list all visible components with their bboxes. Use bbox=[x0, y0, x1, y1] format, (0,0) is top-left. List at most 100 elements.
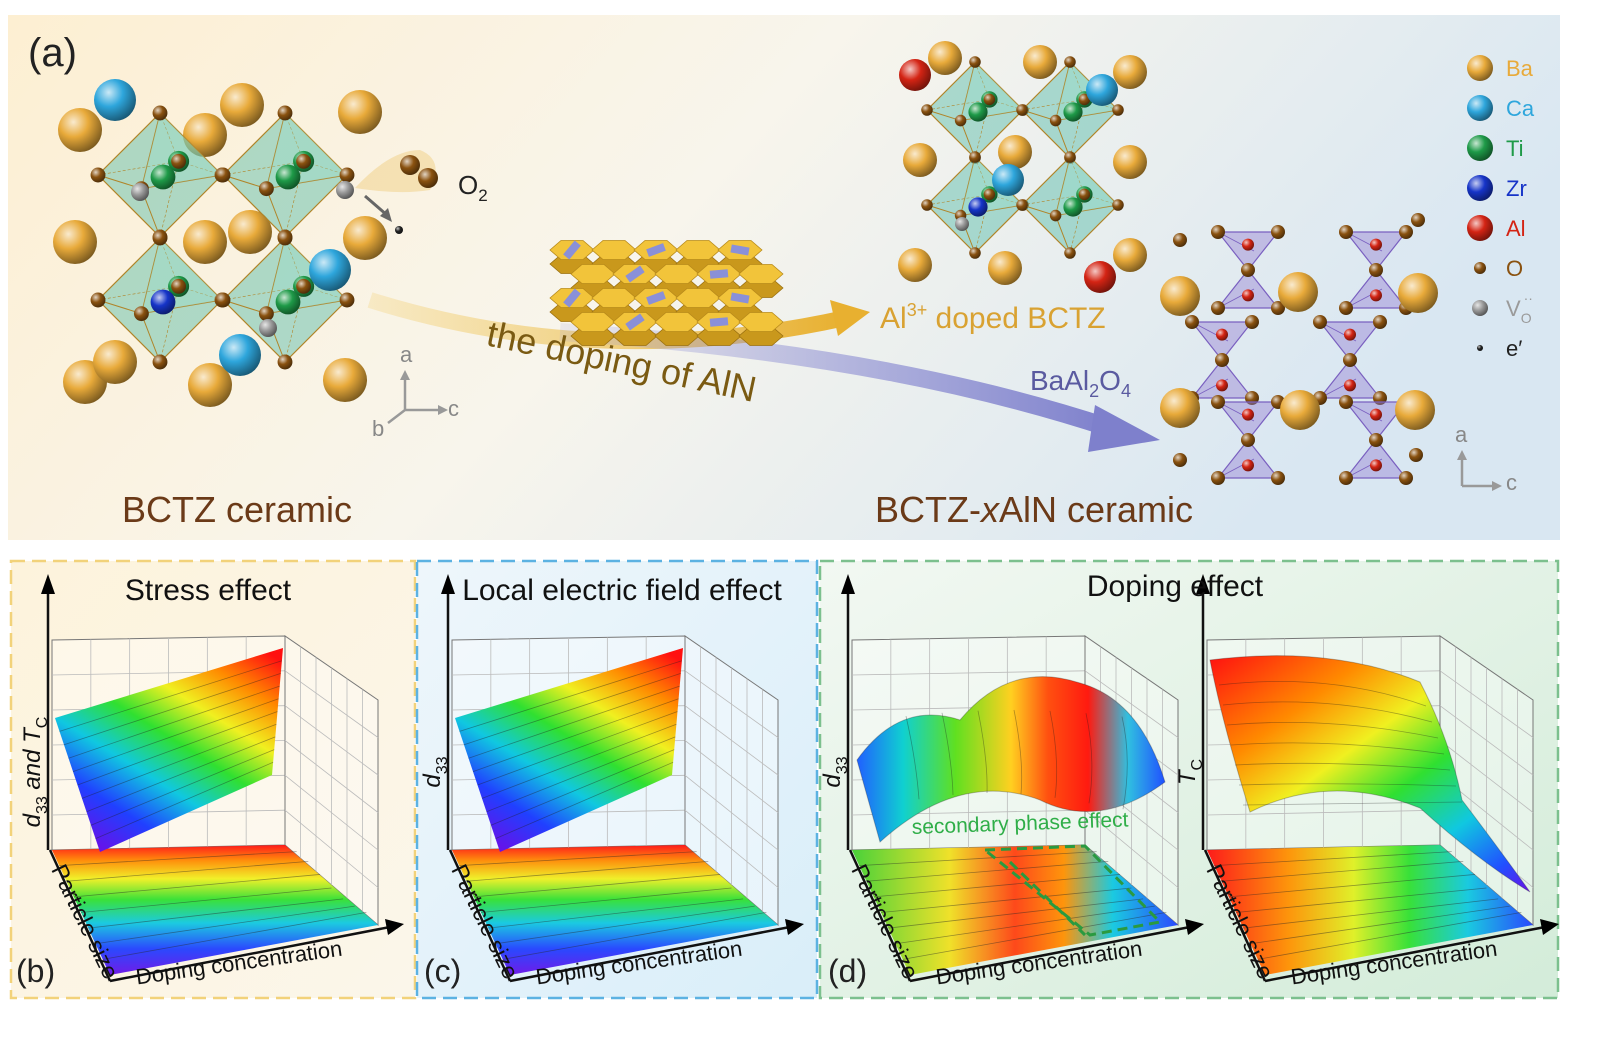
atom bbox=[1216, 379, 1228, 392]
bond bbox=[926, 194, 990, 206]
surface bbox=[856, 676, 1166, 843]
z-label-sub: 33 bbox=[834, 756, 851, 774]
atom bbox=[343, 216, 387, 260]
contour bbox=[480, 887, 732, 913]
contour bbox=[472, 698, 679, 772]
bond bbox=[1069, 61, 1085, 100]
atom bbox=[1173, 233, 1187, 247]
contour bbox=[473, 874, 720, 898]
atom bbox=[998, 135, 1032, 169]
atom bbox=[215, 292, 231, 308]
o2-label: O2 bbox=[458, 170, 488, 205]
z-label-text: and T bbox=[19, 726, 46, 796]
panel-title: Doping effect bbox=[1087, 570, 1264, 603]
secondary-sub: 2 bbox=[1089, 381, 1099, 401]
atom bbox=[275, 164, 301, 190]
contour bbox=[1121, 716, 1128, 810]
floor-map bbox=[52, 845, 378, 975]
bond bbox=[265, 237, 286, 314]
atom bbox=[921, 104, 933, 116]
tetrahedron bbox=[1216, 269, 1280, 309]
atom bbox=[988, 251, 1022, 285]
contour bbox=[880, 887, 1132, 913]
contour bbox=[1228, 874, 1475, 898]
contour bbox=[1214, 851, 1452, 867]
atom bbox=[969, 247, 981, 259]
atom bbox=[1271, 471, 1285, 485]
bond bbox=[926, 204, 961, 217]
legend-sup: ·· bbox=[1524, 290, 1533, 306]
legend-text: O bbox=[1506, 256, 1523, 281]
bond bbox=[159, 237, 179, 287]
atom bbox=[1395, 390, 1435, 430]
bond bbox=[974, 61, 990, 100]
doped-rest: doped BCTZ bbox=[927, 302, 1105, 335]
contour bbox=[59, 660, 283, 732]
axes bbox=[1460, 458, 1494, 488]
atom bbox=[1086, 74, 1118, 106]
bond bbox=[222, 286, 304, 301]
z-label-sub: C bbox=[1189, 759, 1206, 771]
bond bbox=[1055, 215, 1071, 254]
atom bbox=[1474, 262, 1486, 274]
atom bbox=[152, 105, 168, 121]
axis-head bbox=[41, 574, 55, 594]
atom bbox=[183, 220, 227, 264]
axis-head bbox=[1457, 450, 1467, 460]
atom bbox=[992, 164, 1024, 196]
contour bbox=[902, 911, 1167, 960]
contour bbox=[95, 905, 355, 945]
caption-italic: x bbox=[979, 489, 1001, 530]
z-axis-label: d33 and TC bbox=[19, 717, 51, 828]
y-axis bbox=[448, 849, 512, 982]
contour bbox=[463, 673, 681, 746]
grain-top bbox=[591, 240, 637, 260]
atom bbox=[188, 363, 232, 407]
grain-plate bbox=[730, 292, 750, 304]
atom bbox=[1271, 225, 1285, 239]
atom bbox=[1409, 448, 1423, 462]
grain-top bbox=[738, 264, 784, 284]
grain-top bbox=[675, 240, 721, 260]
axis-label: a bbox=[1455, 422, 1468, 447]
bond bbox=[140, 237, 161, 314]
legend-label: e′ bbox=[1506, 336, 1522, 361]
bond bbox=[974, 156, 990, 195]
gold-arrow-head bbox=[830, 300, 870, 336]
bond bbox=[140, 313, 161, 363]
atom bbox=[94, 79, 136, 121]
floor-map bbox=[1207, 845, 1533, 975]
panel-title: Local electric field effect bbox=[462, 574, 782, 607]
bond bbox=[222, 161, 304, 176]
caption-part: BCTZ- bbox=[875, 489, 981, 530]
atom bbox=[1078, 93, 1091, 106]
secondary-region bbox=[980, 844, 1164, 937]
atom bbox=[336, 181, 354, 199]
atom bbox=[1373, 315, 1387, 329]
contour bbox=[1242, 801, 1463, 806]
atom bbox=[1016, 104, 1028, 116]
contour bbox=[1085, 713, 1093, 804]
bond bbox=[141, 174, 223, 190]
grain-top bbox=[570, 312, 616, 332]
contour bbox=[888, 898, 1144, 929]
bond bbox=[141, 299, 223, 315]
contour bbox=[486, 736, 676, 813]
axis-head bbox=[1185, 919, 1204, 935]
atom bbox=[1064, 151, 1076, 163]
bond bbox=[284, 161, 304, 238]
z-label-sub: 33 bbox=[34, 796, 51, 814]
contour bbox=[895, 905, 1155, 945]
contour bbox=[81, 723, 277, 799]
bond bbox=[284, 286, 304, 363]
contour bbox=[59, 851, 297, 867]
axis-head bbox=[438, 405, 448, 415]
z-label-text: T bbox=[1174, 768, 1201, 785]
floor-map bbox=[452, 845, 778, 975]
tetrahedron bbox=[1344, 439, 1408, 479]
atom bbox=[215, 167, 231, 183]
bond bbox=[265, 188, 286, 238]
x-axis bbox=[909, 925, 1191, 983]
atom bbox=[1370, 238, 1382, 251]
